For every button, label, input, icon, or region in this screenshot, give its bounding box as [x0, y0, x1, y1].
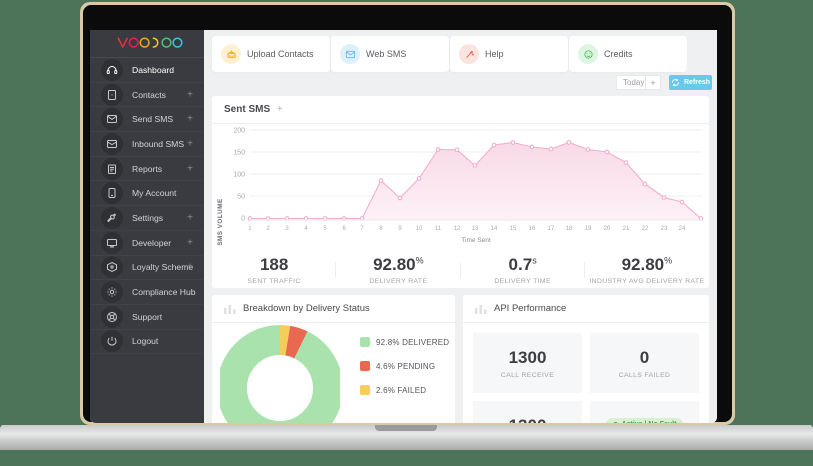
svg-text:17: 17: [548, 226, 555, 232]
svg-text:22: 22: [642, 226, 649, 232]
svg-text:9: 9: [398, 226, 402, 232]
svg-text:1: 1: [248, 226, 252, 232]
svg-text:15: 15: [510, 226, 517, 232]
svg-text:12: 12: [454, 226, 461, 232]
svg-text:Time Sent: Time Sent: [461, 237, 491, 244]
svg-text:SMS VOLUME: SMS VOLUME: [217, 198, 224, 245]
svg-text:5: 5: [323, 226, 327, 232]
svg-text:3: 3: [285, 226, 289, 232]
svg-text:18: 18: [566, 226, 573, 232]
svg-text:21: 21: [623, 226, 630, 232]
svg-text:200: 200: [233, 128, 245, 135]
svg-text:11: 11: [435, 226, 442, 232]
svg-text:4: 4: [304, 226, 308, 232]
svg-text:7: 7: [360, 226, 364, 232]
svg-text:16: 16: [529, 226, 536, 232]
svg-text:19: 19: [585, 226, 592, 232]
svg-text:10: 10: [416, 226, 423, 232]
svg-text:50: 50: [237, 194, 245, 201]
svg-text:0: 0: [241, 216, 245, 223]
svg-text:6: 6: [342, 226, 346, 232]
svg-text:100: 100: [233, 172, 245, 179]
svg-text:23: 23: [661, 226, 668, 232]
svg-text:20: 20: [604, 226, 611, 232]
svg-text:13: 13: [472, 226, 479, 232]
svg-text:14: 14: [491, 226, 498, 232]
svg-text:150: 150: [233, 150, 245, 157]
svg-text:24: 24: [679, 226, 686, 232]
svg-text:2: 2: [266, 226, 270, 232]
svg-text:8: 8: [379, 226, 383, 232]
